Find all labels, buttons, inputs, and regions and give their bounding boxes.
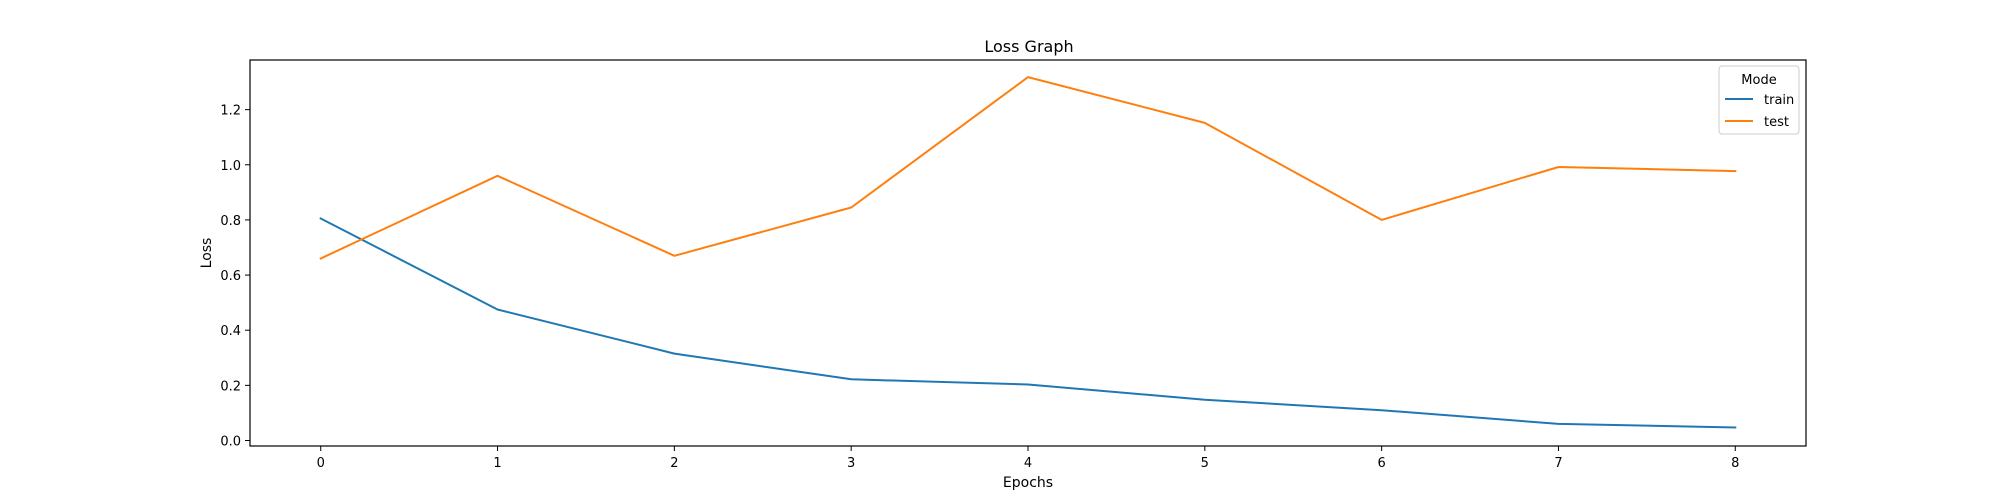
y-tick-label: 1.2 — [220, 104, 241, 119]
series-group — [319, 76, 1737, 429]
y-tick-label: 0.0 — [220, 434, 241, 449]
x-tick-label: 8 — [1731, 456, 1739, 471]
series-line-test — [319, 76, 1737, 260]
series-line-train — [319, 217, 1737, 429]
legend-label-test: test — [1764, 115, 1789, 130]
x-tick-label: 5 — [1201, 456, 1209, 471]
legend-label-train: train — [1764, 93, 1794, 108]
x-tick-label: 0 — [317, 456, 325, 471]
x-tick-label: 2 — [670, 456, 678, 471]
x-tick-label: 7 — [1554, 456, 1562, 471]
y-axis-ticks: 0.0 0.2 0.4 0.6 0.8 1.0 1.2 — [220, 104, 250, 449]
y-tick-label: 0.2 — [220, 379, 241, 394]
x-tick-label: 3 — [847, 456, 855, 471]
x-tick-label: 6 — [1377, 456, 1385, 471]
legend: Mode train test — [1718, 65, 1800, 135]
y-tick-label: 1.0 — [220, 159, 241, 174]
x-tick-label: 1 — [493, 456, 501, 471]
y-tick-label: 0.6 — [220, 269, 241, 284]
y-tick-label: 0.8 — [220, 214, 241, 229]
chart-title: Loss Graph — [984, 37, 1073, 56]
x-axis-ticks: 0 1 2 3 4 5 6 7 8 — [317, 446, 1739, 471]
y-axis-label: Loss — [199, 238, 215, 269]
plot-frame — [249, 59, 1807, 447]
x-tick-label: 4 — [1024, 456, 1032, 471]
legend-title: Mode — [1741, 73, 1776, 88]
y-tick-label: 0.4 — [220, 324, 241, 339]
x-axis-label: Epochs — [1003, 475, 1053, 491]
legend-box — [1718, 65, 1800, 135]
